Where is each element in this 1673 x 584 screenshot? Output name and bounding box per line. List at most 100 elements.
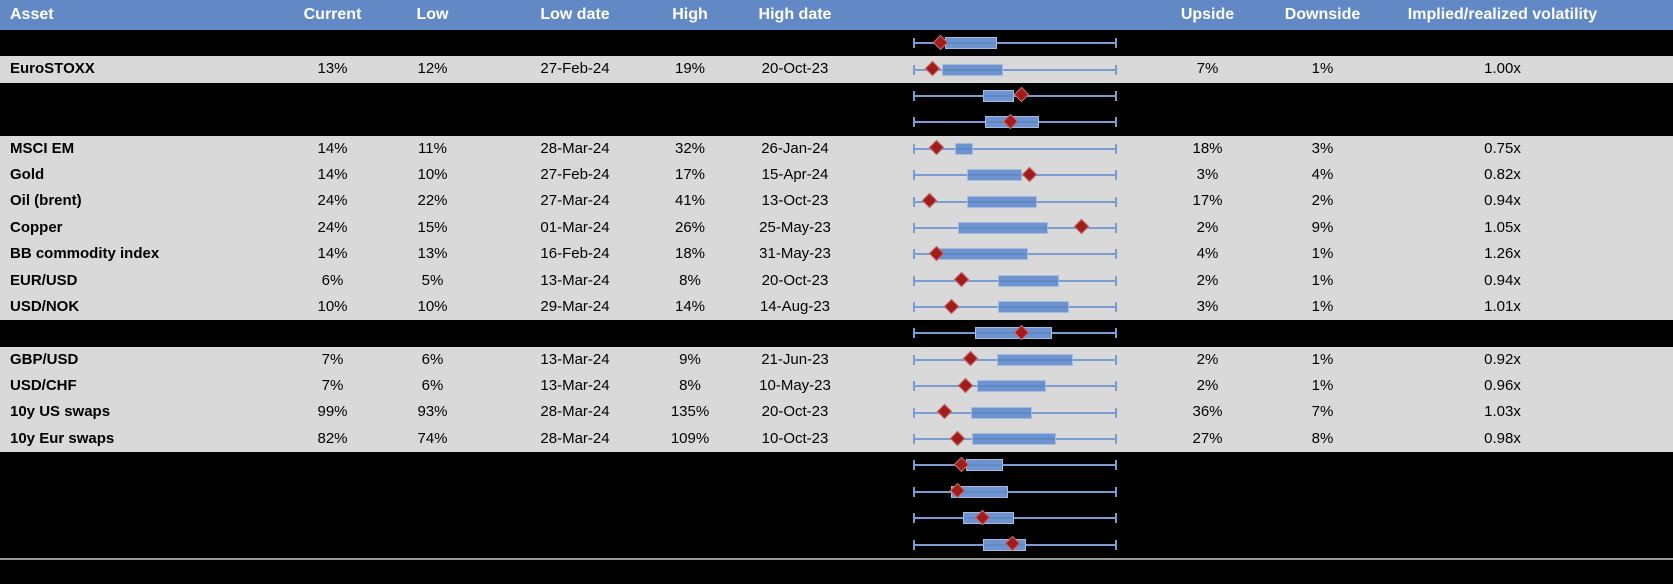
asset-cell: [0, 531, 290, 557]
asset-row-oil-brent-: Oil (brent) 24% 22% 27-Mar-24 41% 13-Oct…: [0, 188, 1673, 215]
whisker-cap-right: [1115, 407, 1117, 418]
whisker-cap-left: [913, 328, 915, 339]
chart-spacer-row: [0, 320, 1673, 347]
boxplot-cell: [870, 373, 1160, 399]
asset-cell: [0, 109, 290, 135]
diamond-marker-icon: [928, 139, 945, 156]
impl-real-vol-cell: [1390, 505, 1615, 531]
downside-cell: 1%: [1311, 297, 1334, 315]
low-date-cell: 01-Mar-24: [540, 218, 610, 236]
downside-cell: [1255, 452, 1390, 478]
whisker-cap-left: [913, 170, 915, 181]
current-cell: 10%: [317, 297, 348, 315]
downside-cell: [1255, 505, 1390, 531]
boxplot-cell: [870, 30, 1160, 56]
upside-cell: 18%: [1192, 139, 1223, 157]
whisker-cap-right: [1115, 38, 1117, 49]
asset-row-gold: Gold 14% 10% 27-Feb-24 17% 15-Apr-24 3% …: [0, 161, 1673, 189]
high-date-cell: 10-Oct-23: [761, 429, 829, 447]
whisker-cap-right: [1115, 434, 1117, 445]
upside-cell: [1160, 320, 1255, 346]
asset-cell: [0, 320, 290, 346]
column-header-upside: Upside: [1180, 6, 1235, 23]
impl-real-vol-cell: [1390, 531, 1615, 557]
column-header-asset: Asset: [10, 6, 54, 23]
asset-cell: Gold: [10, 165, 45, 183]
boxplot-box: [958, 221, 1049, 234]
impl-real-vol-cell: 0.96x: [1484, 377, 1521, 395]
boxplot-box: [970, 406, 1032, 419]
boxplot: [913, 162, 1117, 188]
asset-cell: 10y Eur swaps: [10, 429, 115, 447]
downside-cell: 1%: [1311, 271, 1334, 289]
filler-cell: [1615, 505, 1673, 531]
current-cell: 24%: [317, 218, 348, 236]
whisker-cap-left: [913, 143, 915, 154]
boxplot-box: [975, 327, 1052, 340]
asset-cell: EuroSTOXX: [10, 60, 95, 78]
boxplot-box: [941, 63, 1004, 76]
boxplot: [913, 426, 1117, 452]
diamond-marker-icon: [922, 192, 938, 209]
asset-cell: [0, 505, 290, 531]
current-cell: [290, 505, 375, 531]
filler-cell: [1615, 215, 1673, 241]
high-cell: 18%: [674, 245, 706, 263]
high-cell: [660, 30, 720, 56]
whisker-cap-right: [1115, 170, 1117, 181]
whisker-cap-right: [1115, 513, 1117, 524]
impl-real-vol-cell: 1.03x: [1484, 403, 1521, 421]
downside-cell: 9%: [1311, 218, 1334, 236]
low-date-cell: 13-Mar-24: [540, 350, 610, 368]
column-header-current: Current: [303, 6, 362, 23]
diamond-marker-icon: [953, 271, 970, 288]
whisker-cap-left: [913, 222, 915, 233]
low-cell: 10%: [417, 165, 448, 183]
filler-cell: [1615, 30, 1673, 56]
impl-real-vol-cell: 0.75x: [1484, 139, 1521, 157]
high-date-cell: 20-Oct-23: [761, 403, 829, 421]
diamond-marker-icon: [924, 60, 941, 77]
boxplot: [913, 320, 1117, 346]
asset-cell: GBP/USD: [10, 350, 79, 368]
downside-cell: 7%: [1311, 403, 1334, 421]
asset-cell: Copper: [10, 218, 63, 236]
downside-cell: [1255, 531, 1390, 557]
whisker-cap-right: [1115, 64, 1117, 75]
boxplot-box: [996, 353, 1074, 366]
chart-spacer-row: [0, 505, 1673, 532]
boxplot-cell: [870, 136, 1160, 162]
boxplot-cell: [870, 83, 1160, 109]
asset-row-eurostoxx: EuroSTOXX 13% 12% 27-Feb-24 19% 20-Oct-2…: [0, 56, 1673, 83]
boxplot-cell: [870, 479, 1160, 505]
column-header-high: High: [672, 6, 708, 23]
low-cell: [375, 479, 490, 505]
high-date-cell: 13-Oct-23: [761, 192, 829, 210]
whisker-cap-left: [913, 460, 915, 471]
high-date-cell: 10-May-23: [759, 377, 831, 395]
downside-cell: [1255, 109, 1390, 135]
whisker-line: [913, 517, 1117, 520]
boxplot-cell: [870, 505, 1160, 531]
low-date-cell: [490, 320, 660, 346]
whisker-line: [913, 464, 1117, 467]
current-cell: [290, 83, 375, 109]
high-date-cell: 20-Oct-23: [761, 271, 829, 289]
impl-real-vol-cell: [1390, 83, 1615, 109]
whisker-line: [913, 490, 1117, 493]
filler-cell: [1615, 399, 1673, 425]
filler-cell: [1615, 452, 1673, 478]
boxplot-box: [983, 89, 1015, 102]
impl-real-vol-cell: 0.94x: [1484, 192, 1521, 210]
boxplot-cell: [870, 426, 1160, 452]
asset-row-10y-eur-swaps: 10y Eur swaps 82% 74% 28-Mar-24 109% 10-…: [0, 425, 1673, 453]
downside-cell: [1255, 479, 1390, 505]
low-cell: 5%: [421, 271, 444, 289]
low-date-cell: 27-Feb-24: [540, 60, 610, 78]
boxplot-box: [997, 274, 1060, 287]
filler-cell: [1615, 479, 1673, 505]
upside-cell: 27%: [1192, 429, 1223, 447]
downside-cell: [1255, 320, 1390, 346]
current-cell: [290, 30, 375, 56]
boxplot-box: [955, 142, 973, 155]
